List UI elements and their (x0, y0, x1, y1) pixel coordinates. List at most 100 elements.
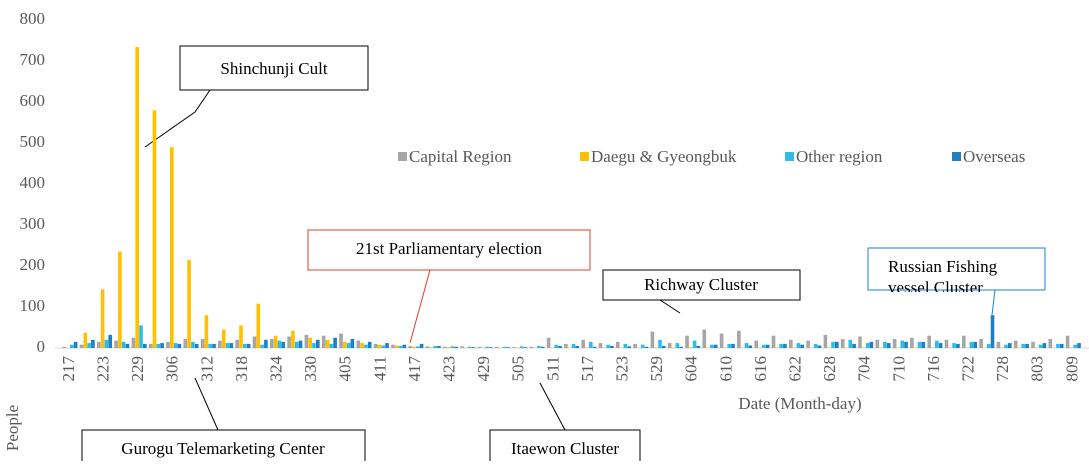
bar (257, 304, 261, 348)
bar (274, 336, 278, 348)
bar (927, 336, 931, 348)
bar (330, 344, 334, 348)
bar (74, 342, 78, 348)
bar (235, 340, 239, 348)
x-tick-label: 628 (820, 356, 839, 382)
bar (308, 338, 312, 348)
x-tick-label: 704 (855, 356, 874, 382)
bar (616, 342, 620, 348)
bar (800, 345, 804, 348)
bar (447, 347, 451, 348)
x-tick-label: 722 (959, 356, 978, 382)
bar (333, 338, 337, 348)
bar (900, 341, 904, 348)
x-tick-label: 809 (1062, 356, 1081, 382)
x-tick-label: 229 (128, 356, 147, 382)
bar (395, 346, 399, 348)
bar (451, 346, 455, 348)
x-tick-label: 324 (267, 356, 286, 382)
bar (797, 343, 801, 348)
bar (1077, 343, 1081, 348)
bar (1031, 342, 1035, 348)
bar (166, 342, 170, 348)
bar (230, 343, 234, 348)
y-tick-label: 700 (20, 50, 46, 69)
bar (952, 343, 956, 348)
bar (201, 339, 205, 348)
bar (789, 340, 793, 348)
bar (454, 347, 458, 348)
bar (858, 337, 862, 348)
bar (1022, 344, 1026, 348)
x-tick-label: 716 (924, 356, 943, 382)
bar (910, 338, 914, 348)
bar (412, 347, 416, 348)
bar (970, 342, 974, 348)
bar (679, 347, 683, 348)
bar (364, 345, 368, 348)
bar (727, 344, 731, 348)
bar (866, 343, 870, 348)
bar (541, 347, 545, 348)
x-tick-label: 423 (440, 356, 459, 382)
bar (478, 347, 482, 348)
bar (1043, 343, 1047, 348)
bar (658, 340, 662, 348)
bar (149, 344, 153, 348)
x-tick-label: 217 (59, 356, 78, 382)
y-tick-label: 200 (20, 255, 46, 274)
bar (997, 342, 1001, 348)
bar (922, 342, 926, 348)
x-tick-label: 803 (1028, 356, 1047, 382)
legend-label: Overseas (963, 147, 1025, 166)
bar (218, 341, 222, 348)
bar (754, 341, 758, 348)
x-tick-label: 223 (94, 356, 113, 382)
bar (1039, 345, 1043, 348)
bar (1060, 344, 1064, 348)
bar (153, 110, 157, 348)
bar (576, 346, 580, 348)
bar (841, 339, 845, 348)
bar (322, 336, 326, 348)
bar (360, 343, 364, 348)
bar (651, 332, 655, 348)
bar (87, 343, 91, 348)
bar (887, 343, 891, 348)
bar (783, 344, 787, 348)
bar (956, 344, 960, 348)
y-tick-label: 100 (20, 296, 46, 315)
bar (710, 345, 714, 348)
bar (291, 331, 295, 348)
bar (849, 340, 853, 348)
x-tick-label: 330 (301, 356, 320, 382)
bar (426, 346, 430, 348)
bar (893, 339, 897, 348)
bar (295, 342, 299, 348)
bar (645, 347, 649, 348)
annotation: Gurogu Telemarketing Center (121, 439, 325, 458)
x-tick-label: 511 (543, 356, 562, 381)
bar (610, 346, 614, 348)
x-tick-label: 529 (647, 356, 666, 382)
bar (312, 343, 316, 348)
bar (243, 344, 247, 348)
bar (105, 340, 109, 348)
bar (374, 344, 378, 348)
bar (772, 336, 776, 348)
bar (468, 347, 472, 348)
bar (80, 345, 84, 348)
legend-swatch (398, 152, 407, 161)
bar (132, 338, 136, 348)
bar (187, 260, 191, 348)
bar (973, 342, 977, 348)
bar (281, 342, 285, 348)
bar (126, 344, 130, 348)
bar (593, 347, 597, 348)
bar (904, 342, 908, 348)
bar (437, 346, 441, 348)
bar (226, 343, 230, 348)
bar (831, 342, 835, 348)
y-axis-label: People (3, 405, 22, 451)
bar (416, 346, 420, 348)
